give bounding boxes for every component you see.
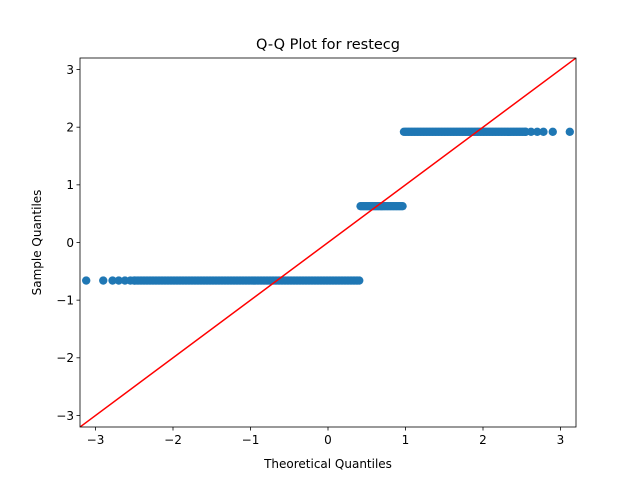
data-point bbox=[82, 276, 91, 285]
x-tick-label: −2 bbox=[164, 433, 182, 447]
data-point bbox=[108, 276, 117, 285]
reference-line bbox=[80, 58, 576, 427]
data-point bbox=[533, 127, 542, 136]
x-tick-label: −1 bbox=[242, 433, 260, 447]
x-tick-label: 3 bbox=[557, 433, 565, 447]
y-tick-label: 1 bbox=[66, 178, 74, 192]
x-tick-label: −3 bbox=[87, 433, 105, 447]
data-point bbox=[355, 276, 364, 285]
y-tick-label: −2 bbox=[56, 351, 74, 365]
data-point bbox=[114, 276, 123, 285]
y-tick-label: 2 bbox=[66, 120, 74, 134]
data-point bbox=[565, 127, 574, 136]
chart-title: Q-Q Plot for restecg bbox=[256, 37, 400, 53]
y-axis-ticks: −3 −2 −1 0 1 2 3 bbox=[56, 63, 80, 423]
data-point bbox=[539, 127, 548, 136]
data-point bbox=[548, 127, 557, 136]
y-tick-label: 3 bbox=[66, 63, 74, 77]
x-tick-label: 2 bbox=[479, 433, 487, 447]
x-tick-label: 0 bbox=[324, 433, 332, 447]
data-points bbox=[82, 127, 574, 285]
y-axis-title: Sample Quantiles bbox=[30, 190, 44, 296]
data-point bbox=[398, 201, 407, 211]
x-axis-title: Theoretical Quantiles bbox=[263, 457, 392, 471]
y-tick-label: −1 bbox=[56, 293, 74, 307]
data-point bbox=[521, 127, 530, 136]
x-axis-ticks: −3 −2 −1 0 1 2 3 bbox=[87, 427, 565, 447]
x-tick-label: 1 bbox=[402, 433, 410, 447]
y-tick-label: 0 bbox=[66, 236, 74, 250]
data-point bbox=[99, 276, 108, 285]
y-tick-label: −3 bbox=[56, 409, 74, 423]
reference-line-layer bbox=[80, 58, 576, 427]
